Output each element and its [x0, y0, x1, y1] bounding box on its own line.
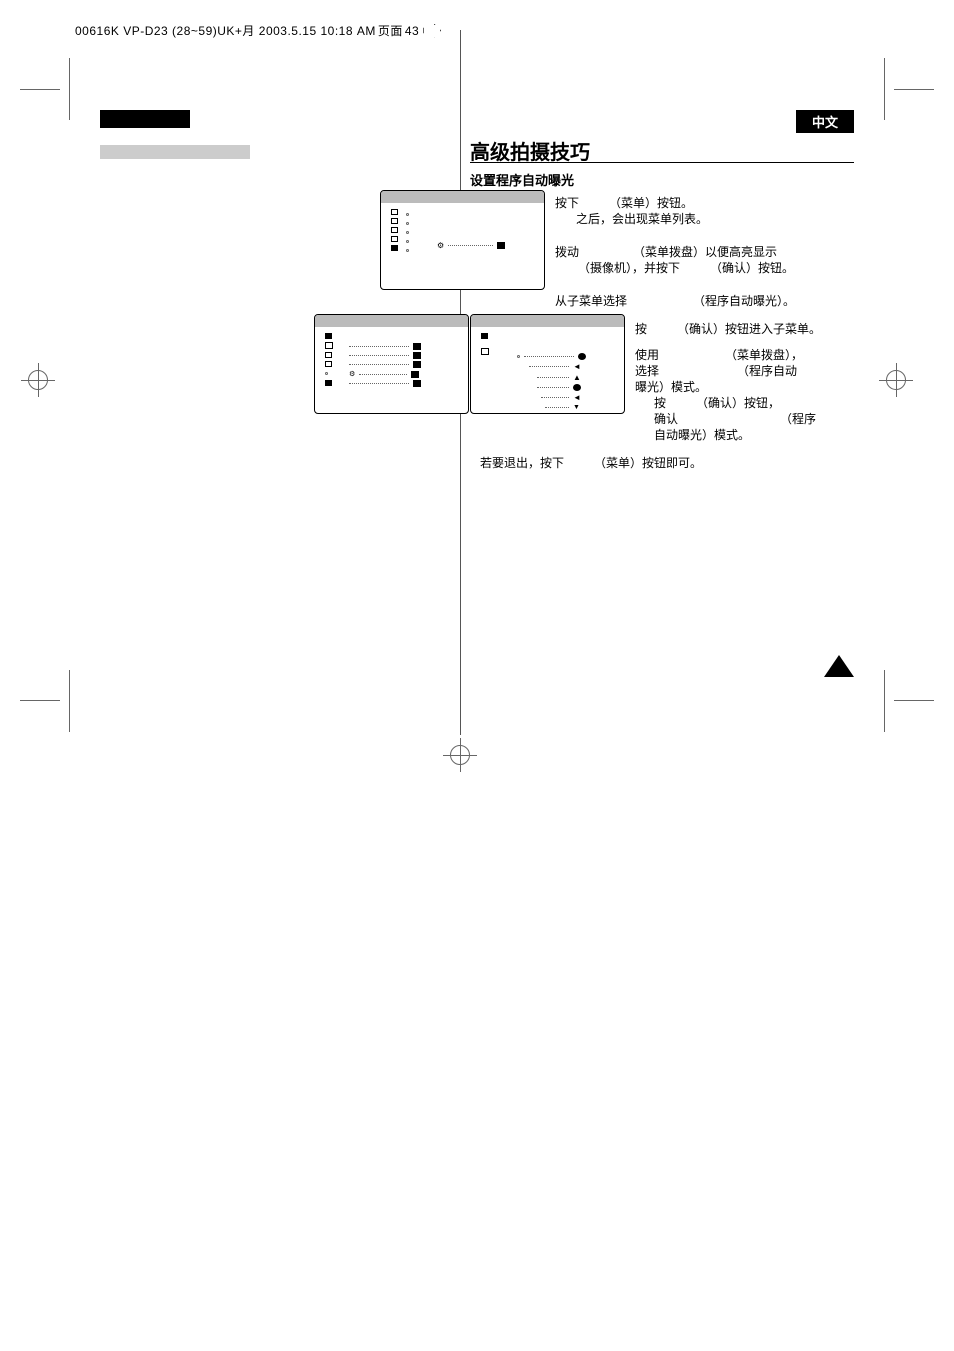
language-tag: 中文: [796, 110, 854, 133]
menu-icon: [391, 245, 398, 251]
page-title: 高级拍摄技巧: [470, 136, 590, 165]
file-info-text: 00616K VP-D23 (28~59)UK+月 2003.5.15 10:1…: [75, 22, 376, 39]
dot-icon: [406, 249, 409, 252]
registration-mark: [450, 745, 470, 765]
dot-icon: [406, 240, 409, 243]
dot-icon: [406, 231, 409, 234]
step-4: 按 （确认）按钮进入子菜单。: [635, 320, 821, 338]
menu-icon: [391, 209, 398, 215]
page-label: 页面: [378, 22, 403, 39]
registration-mark: [886, 370, 906, 390]
step-2b: （摄像机），并按下 （确认）按钮。: [578, 259, 794, 277]
menu-list: ◄ ▲ ◄ ▼: [517, 351, 586, 413]
icon-column: [481, 333, 489, 413]
menu-icon: [325, 361, 332, 367]
gray-accent-bar: [100, 145, 250, 159]
dot-icon: [406, 213, 409, 216]
page-indicator-triangle: [824, 655, 854, 677]
menu-screenshot-1: ⚙: [380, 190, 545, 290]
screenshot-header: [381, 191, 544, 203]
screenshot-header: [471, 315, 624, 327]
menu-icon: [481, 348, 489, 355]
dot-icon: [325, 372, 328, 375]
menu-list: ⚙: [349, 341, 421, 389]
step-6: 若要退出，按下 （菜单）按钮即可。: [480, 454, 702, 472]
arrow-icon: [423, 24, 441, 38]
crop-mark: [20, 40, 70, 90]
dot-icon: [406, 222, 409, 225]
menu-icon: [325, 342, 333, 349]
menu-icon: [481, 333, 488, 339]
title-underline: [470, 162, 854, 163]
menu-screenshot-2: ⚙: [314, 314, 469, 414]
menu-icon: [391, 236, 398, 242]
menu-icon: [325, 333, 332, 339]
menu-icon: [391, 218, 398, 224]
menu-icon: [325, 380, 332, 386]
menu-screenshot-3: ◄ ▲ ◄ ▼: [470, 314, 625, 414]
icon-column: [325, 333, 333, 389]
menu-list: ⚙: [437, 239, 505, 252]
crop-mark: [884, 40, 934, 90]
section-subtitle: 设置程序自动曝光: [470, 170, 574, 189]
step-3: 从子菜单选择 （程序自动曝光）。: [555, 292, 795, 310]
step-1b: 之后，会出现菜单列表。: [576, 210, 708, 228]
header-black-bar: [100, 110, 190, 128]
indicator-column: [406, 213, 409, 252]
step-5f: 自动曝光）模式。: [654, 426, 750, 444]
screenshot-header: [315, 315, 468, 327]
registration-mark: [28, 370, 48, 390]
file-header: 00616K VP-D23 (28~59)UK+月 2003.5.15 10:1…: [75, 22, 441, 39]
menu-icon: [325, 352, 332, 358]
menu-icon: [391, 227, 398, 233]
icon-column: [391, 209, 398, 252]
crop-mark: [20, 700, 70, 750]
crop-mark: [884, 700, 934, 750]
page-number: 43: [405, 24, 419, 38]
